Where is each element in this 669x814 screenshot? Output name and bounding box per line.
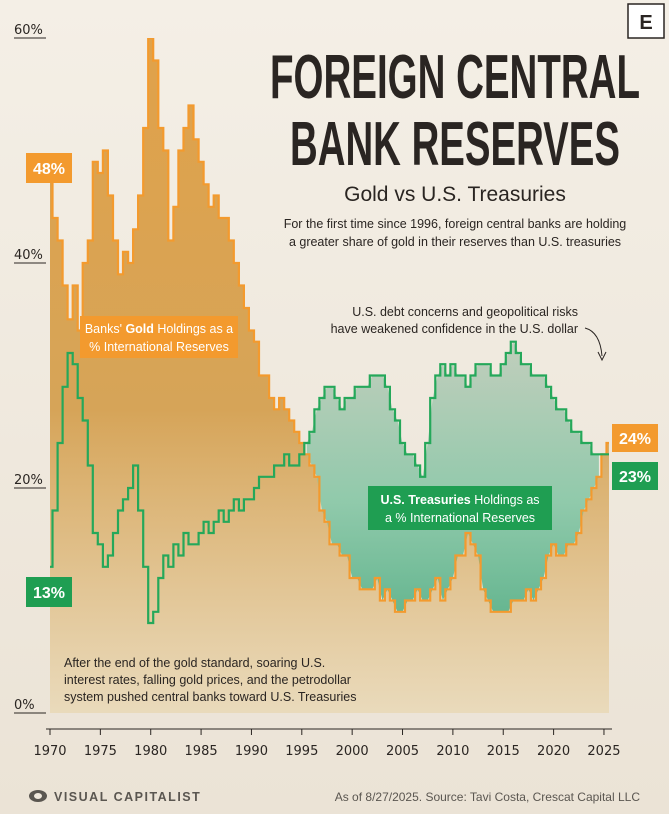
x-tick-label: 1970 (33, 744, 66, 759)
x-tick-label: 2005 (386, 744, 419, 759)
x-tick-label: 1985 (185, 744, 218, 759)
title-line-2: BANK RESERVES (290, 110, 620, 179)
x-axis: 1970 1975 1980 1985 1990 1995 2000 2005 2010 2015… (33, 728, 621, 759)
treasury-end-value: 23% (619, 469, 651, 486)
gold-end-badge (612, 424, 658, 452)
title-line-1: FOREIGN CENTRAL (270, 43, 640, 112)
treasury-line (50, 340, 609, 625)
treasury-start-badge (26, 577, 72, 607)
gold-line (50, 38, 609, 613)
logo-letter: E (639, 12, 652, 34)
logo-box (627, 3, 665, 39)
brand-logo-icon (29, 790, 47, 802)
y-tick-label: 0% (14, 698, 35, 713)
x-tick-label: 2025 (587, 744, 620, 759)
history-note-line-3: system pushed central banks toward U.S. … (64, 690, 357, 704)
gold-series-label-box (80, 316, 238, 358)
treasury-series-label-line-2: a % International Reserves (385, 511, 535, 525)
description-line-2: a greater share of gold in their reserve… (289, 235, 621, 249)
x-tick-label: 2020 (537, 744, 570, 759)
dollar-note-line-1: U.S. debt concerns and geopolitical risk… (352, 305, 578, 319)
footer-brand: VISUAL CAPITALIST (54, 790, 201, 804)
y-tick-label: 20% (14, 473, 43, 488)
treasury-area (306, 341, 599, 612)
arrow-head-icon (597, 351, 607, 362)
x-tick-label: 2010 (436, 744, 469, 759)
y-tick-label: 40% (14, 248, 43, 263)
y-tick-label: 60% (14, 23, 43, 38)
treasury-start-value: 13% (33, 585, 65, 602)
history-note-line-1: After the end of the gold standard, soar… (64, 656, 325, 670)
treasury-series-label-box (368, 486, 552, 530)
history-note-line-2: interest rates, falling gold prices, and… (64, 673, 351, 687)
x-tick-label: 2000 (336, 744, 369, 759)
x-tick-label: 1975 (84, 744, 117, 759)
gold-start-badge (26, 153, 72, 183)
dollar-note-arrow (584, 327, 603, 357)
treasury-series-label-bold: U.S. Treasuries (380, 493, 470, 507)
gold-series-label-post: Holdings as a (154, 322, 233, 336)
x-tick-label: 2015 (487, 744, 520, 759)
treasury-series-label-line-1: U.S. Treasuries Holdings as (380, 493, 539, 507)
plot-area (50, 38, 609, 713)
footer-source: As of 8/27/2025. Source: Tavi Costa, Cre… (335, 790, 641, 804)
gold-series-label-line-2: % International Reserves (89, 340, 229, 354)
treasury-series-label-post: Holdings as (471, 493, 540, 507)
x-tick-label: 1995 (285, 744, 318, 759)
y-axis: 0% 20% 40% 60% (14, 23, 46, 714)
x-tick-label: 1980 (134, 744, 167, 759)
description-line-1: For the first time since 1996, foreign c… (284, 217, 627, 231)
gold-series-label-line-1: Banks' Gold Holdings as a (85, 322, 233, 336)
gold-series-label-pre: Banks' (85, 322, 126, 336)
gold-series-label-bold: Gold (125, 322, 153, 336)
treasury-end-badge (612, 462, 658, 490)
subtitle: Gold vs U.S. Treasuries (344, 183, 566, 206)
gold-start-value: 48% (33, 161, 65, 178)
x-tick-label: 1990 (235, 744, 268, 759)
dollar-note-line-2: have weakened confidence in the U.S. dol… (331, 322, 578, 336)
gold-end-value: 24% (619, 431, 651, 448)
